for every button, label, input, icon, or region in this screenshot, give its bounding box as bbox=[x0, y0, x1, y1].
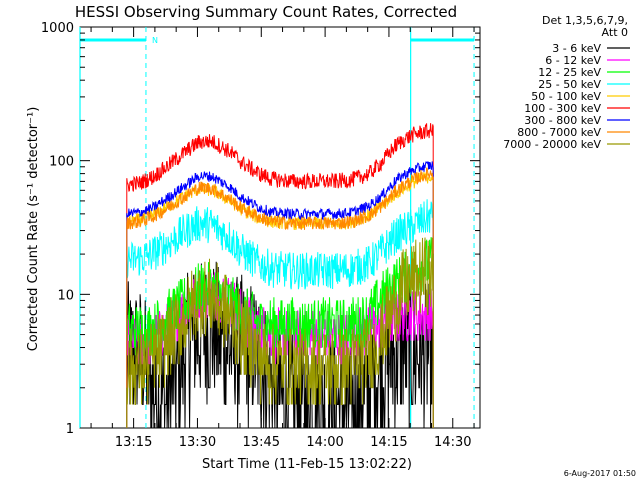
legend-label: 800 - 7000 keV bbox=[517, 126, 601, 139]
chart-title: HESSI Observing Summary Count Rates, Cor… bbox=[75, 3, 457, 21]
x-axis-label: Start Time (11-Feb-15 13:02:22) bbox=[202, 457, 412, 472]
series-line bbox=[126, 237, 434, 428]
x-tick-label: 13:45 bbox=[243, 435, 280, 450]
legend-label: 300 - 800 keV bbox=[524, 114, 601, 127]
series-line bbox=[126, 160, 434, 428]
legend-label: 25 - 50 keV bbox=[538, 78, 601, 91]
y-axis-label: Corrected Count Rate (s⁻¹ detector⁻¹) bbox=[26, 107, 41, 352]
legend-label: 7000 - 20000 keV bbox=[503, 138, 601, 151]
series-line bbox=[126, 123, 434, 428]
x-tick-label: 13:15 bbox=[115, 435, 152, 450]
x-tick-label: 13:30 bbox=[179, 435, 216, 450]
y-tick-label: 100 bbox=[49, 155, 74, 170]
series-line bbox=[126, 167, 434, 428]
legend-label: 12 - 25 keV bbox=[538, 66, 601, 79]
legend-label: 100 - 300 keV bbox=[524, 102, 601, 115]
legend-header: Det 1,3,5,6,7,9, bbox=[542, 14, 628, 27]
series-line bbox=[126, 199, 434, 428]
x-tick-label: 14:00 bbox=[306, 435, 343, 450]
y-tick-label: 1 bbox=[66, 422, 74, 437]
n-marker: N bbox=[152, 36, 158, 45]
y-tick-label: 1000 bbox=[41, 21, 74, 36]
x-tick-label: 14:30 bbox=[434, 435, 471, 450]
legend-label: 50 - 100 keV bbox=[531, 90, 601, 103]
legend-label: 6 - 12 keV bbox=[545, 54, 601, 67]
legend-label: 3 - 6 keV bbox=[552, 42, 601, 55]
y-tick-label: 10 bbox=[57, 288, 74, 303]
x-tick-label: 14:15 bbox=[370, 435, 407, 450]
plot-area: N 1 10 100 1000 13:15 13:30 13:45 14:00 14:15 14:3… bbox=[41, 21, 481, 450]
legend-header: Att 0 bbox=[602, 26, 628, 39]
footer-timestamp: 6-Aug-2017 01:50 bbox=[564, 469, 636, 478]
